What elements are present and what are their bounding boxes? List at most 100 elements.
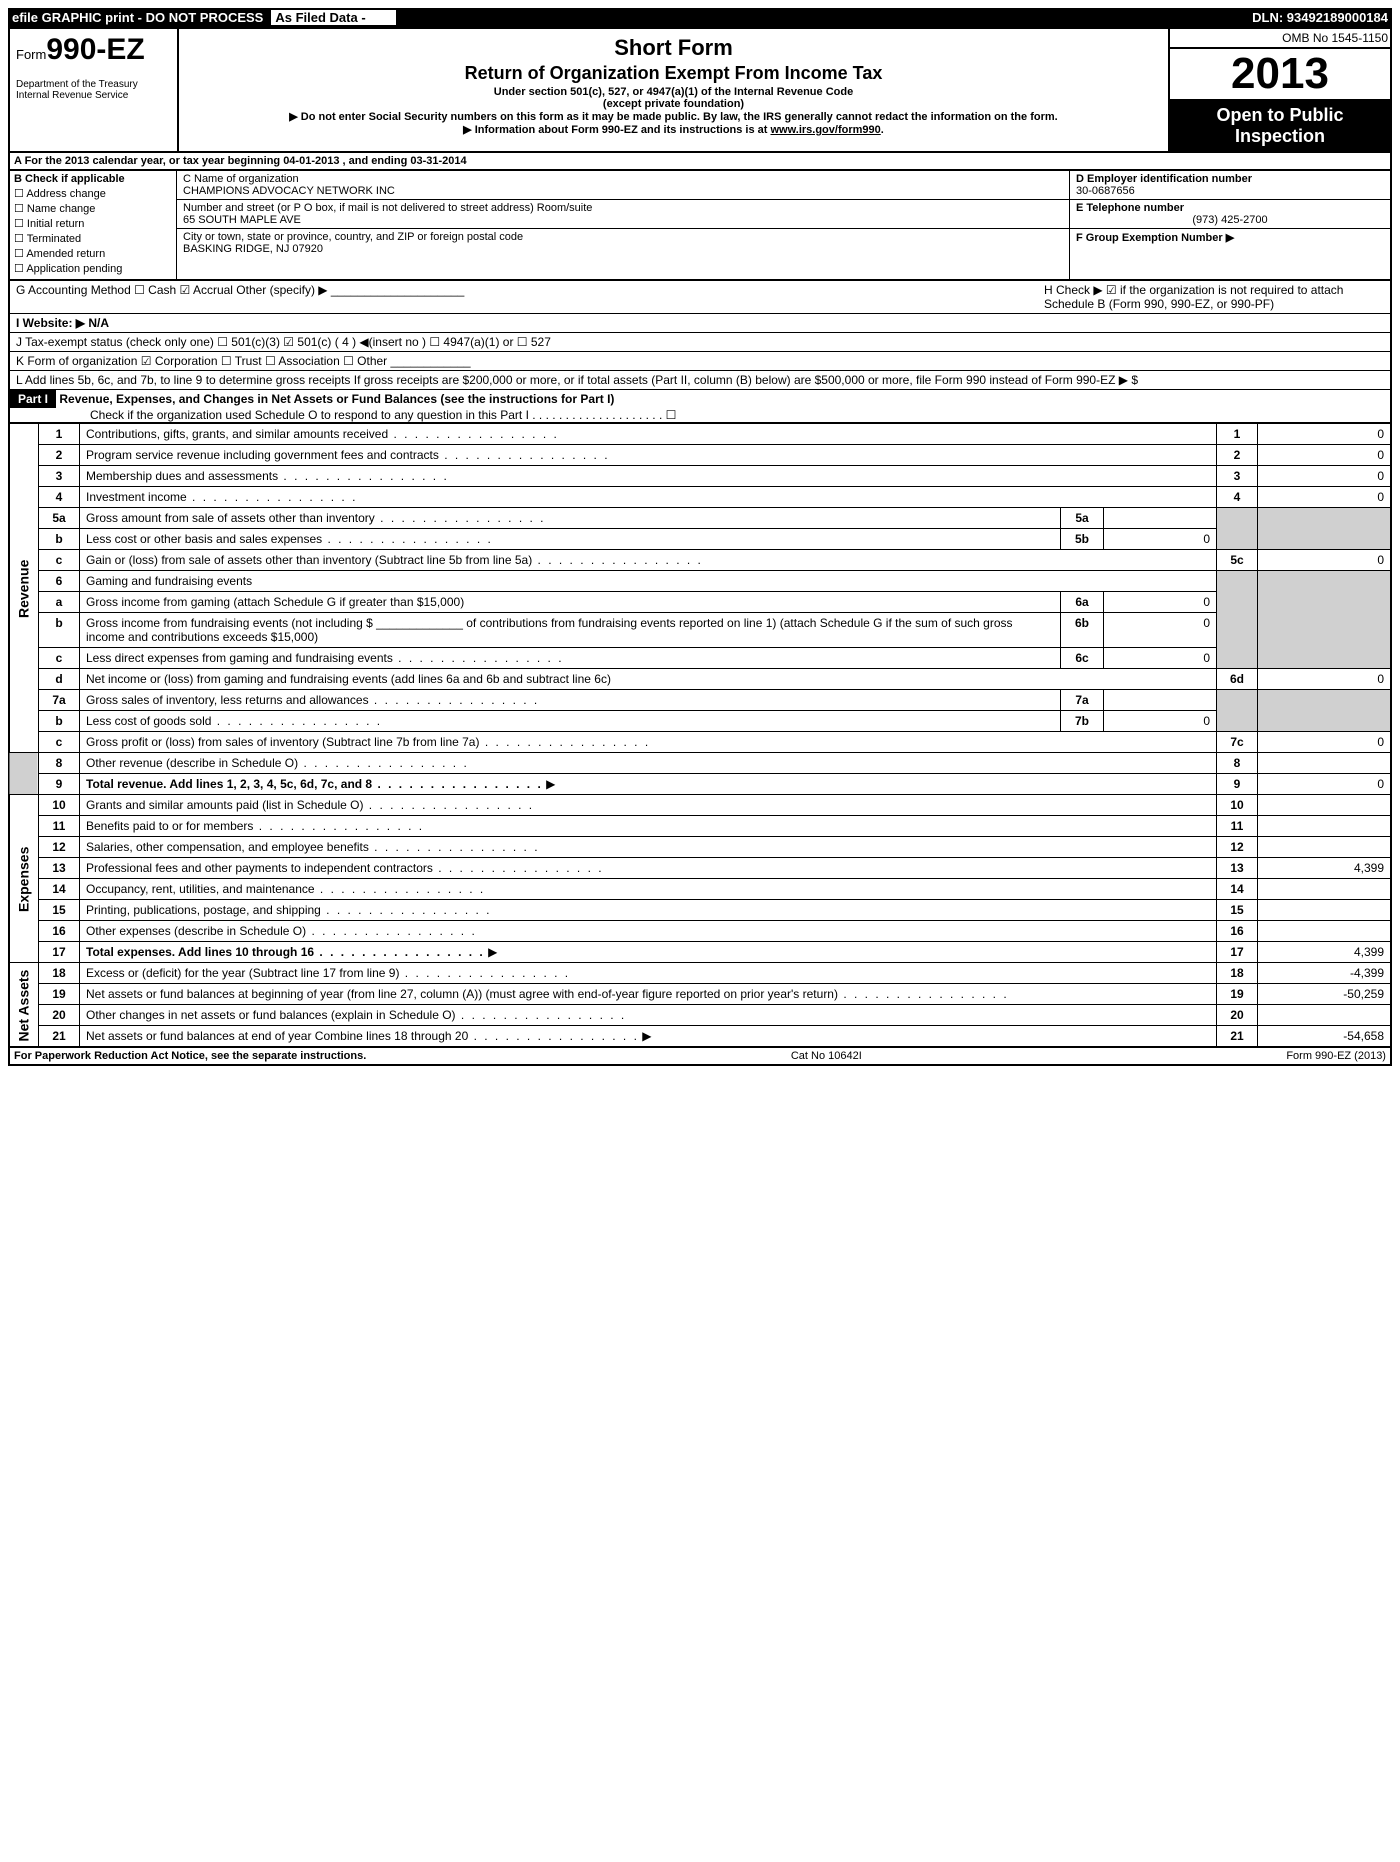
main-title: Return of Organization Exempt From Incom…	[183, 63, 1164, 84]
side-revenue: Revenue	[9, 424, 39, 753]
chk-initial[interactable]: Initial return	[14, 217, 172, 230]
dln: DLN: 93492189000184	[1252, 10, 1388, 25]
except: (except private foundation)	[183, 98, 1164, 110]
l6a-desc: Gross income from gaming (attach Schedul…	[86, 595, 464, 609]
l8-num: 8	[39, 753, 80, 774]
l6b-num: b	[39, 613, 80, 648]
l14-desc: Occupancy, rent, utilities, and maintena…	[86, 882, 485, 896]
chk-terminated[interactable]: Terminated	[14, 232, 172, 245]
form-ref: Form 990-EZ (2013)	[1286, 1050, 1386, 1062]
l5ab-shade-val	[1258, 508, 1392, 550]
paperwork-notice: For Paperwork Reduction Act Notice, see …	[14, 1050, 366, 1062]
efile-header: efile GRAPHIC print - DO NOT PROCESS As …	[8, 8, 1392, 27]
l15-box: 15	[1217, 900, 1258, 921]
l21-num: 21	[39, 1026, 80, 1048]
l20-num: 20	[39, 1005, 80, 1026]
l18-val: -4,399	[1258, 963, 1392, 984]
l14-box: 14	[1217, 879, 1258, 900]
l5b-desc: Less cost or other basis and sales expen…	[86, 532, 493, 546]
l19-box: 19	[1217, 984, 1258, 1005]
l18-num: 18	[39, 963, 80, 984]
l8-box: 8	[1217, 753, 1258, 774]
website: I Website: ▶ N/A	[16, 316, 109, 330]
l17-num: 17	[39, 942, 80, 963]
l5a-ibox: 5a	[1061, 508, 1104, 529]
l6a-ibox: 6a	[1061, 592, 1104, 613]
l6c-ival: 0	[1104, 648, 1217, 669]
l7b-desc: Less cost of goods sold	[86, 714, 382, 728]
l14-num: 14	[39, 879, 80, 900]
l6c-desc: Less direct expenses from gaming and fun…	[86, 651, 564, 665]
l12-num: 12	[39, 837, 80, 858]
l8-val	[1258, 753, 1392, 774]
l21-desc: Net assets or fund balances at end of ye…	[86, 1029, 639, 1043]
l5ab-shade	[1217, 508, 1258, 550]
main-table: Revenue 1 Contributions, gifts, grants, …	[8, 423, 1392, 1048]
dept-irs: Internal Revenue Service	[16, 90, 171, 101]
part1-sub: Check if the organization used Schedule …	[10, 408, 1390, 422]
l9-val: 0	[1258, 774, 1392, 795]
row-i-website: I Website: ▶ N/A	[8, 314, 1392, 333]
l4-desc: Investment income	[86, 490, 357, 504]
form-num: 990-EZ	[46, 33, 144, 66]
l20-val	[1258, 1005, 1392, 1026]
l21-box: 21	[1217, 1026, 1258, 1048]
chk-pending[interactable]: Application pending	[14, 262, 172, 275]
l7a-num: 7a	[39, 690, 80, 711]
dept-treasury: Department of the Treasury	[16, 79, 171, 90]
part1-header: Part I Revenue, Expenses, and Changes in…	[8, 390, 1392, 423]
l11-box: 11	[1217, 816, 1258, 837]
side-netassets: Net Assets	[9, 963, 39, 1048]
inspection: Inspection	[1174, 126, 1386, 147]
l3-box: 3	[1217, 466, 1258, 487]
row-l-receipts: L Add lines 5b, 6c, and 7b, to line 9 to…	[8, 371, 1392, 390]
part1-label: Part I	[10, 390, 56, 408]
l18-box: 18	[1217, 963, 1258, 984]
col-d: D Employer identification number 30-0687…	[1070, 171, 1390, 279]
chk-name[interactable]: Name change	[14, 202, 172, 215]
tel-label: E Telephone number	[1076, 202, 1184, 214]
l3-val: 0	[1258, 466, 1392, 487]
l20-desc: Other changes in net assets or fund bala…	[86, 1008, 626, 1022]
l15-val	[1258, 900, 1392, 921]
street: 65 SOUTH MAPLE AVE	[183, 214, 1063, 226]
l18-desc: Excess or (deficit) for the year (Subtra…	[86, 966, 570, 980]
l12-box: 12	[1217, 837, 1258, 858]
l13-val: 4,399	[1258, 858, 1392, 879]
l13-box: 13	[1217, 858, 1258, 879]
l6c-ibox: 6c	[1061, 648, 1104, 669]
l13-desc: Professional fees and other payments to …	[86, 861, 604, 875]
side-expenses: Expenses	[9, 795, 39, 963]
row-a-taxyear: A For the 2013 calendar year, or tax yea…	[8, 153, 1392, 171]
l5b-ival: 0	[1104, 529, 1217, 550]
chk-amended[interactable]: Amended return	[14, 247, 172, 260]
warning-ssn: ▶ Do not enter Social Security numbers o…	[183, 110, 1164, 123]
l4-val: 0	[1258, 487, 1392, 508]
l5c-box: 5c	[1217, 550, 1258, 571]
l14-val	[1258, 879, 1392, 900]
chk-address[interactable]: Address change	[14, 187, 172, 200]
irs-link[interactable]: www.irs.gov/form990	[771, 124, 881, 136]
l11-val	[1258, 816, 1392, 837]
l11-num: 11	[39, 816, 80, 837]
row-j-taxexempt: J Tax-exempt status (check only one) ☐ 5…	[8, 333, 1392, 352]
l17-box: 17	[1217, 942, 1258, 963]
l6b-ibox: 6b	[1061, 613, 1104, 648]
l2-num: 2	[39, 445, 80, 466]
l10-box: 10	[1217, 795, 1258, 816]
l7c-num: c	[39, 732, 80, 753]
l5a-num: 5a	[39, 508, 80, 529]
row-k-orgform: K Form of organization ☑ Corporation ☐ T…	[8, 352, 1392, 371]
l16-desc: Other expenses (describe in Schedule O)	[86, 924, 477, 938]
l7ab-shade	[1217, 690, 1258, 732]
row-g-h: G Accounting Method ☐ Cash ☑ Accrual Oth…	[8, 281, 1392, 314]
l2-desc: Program service revenue including govern…	[86, 448, 610, 462]
l6d-val: 0	[1258, 669, 1392, 690]
l19-desc: Net assets or fund balances at beginning…	[86, 987, 1009, 1001]
short-form-title: Short Form	[183, 35, 1164, 61]
city: BASKING RIDGE, NJ 07920	[183, 243, 1063, 255]
l15-desc: Printing, publications, postage, and shi…	[86, 903, 492, 917]
tax-year: 2013	[1170, 49, 1390, 101]
l1-box: 1	[1217, 424, 1258, 445]
l4-box: 4	[1217, 487, 1258, 508]
